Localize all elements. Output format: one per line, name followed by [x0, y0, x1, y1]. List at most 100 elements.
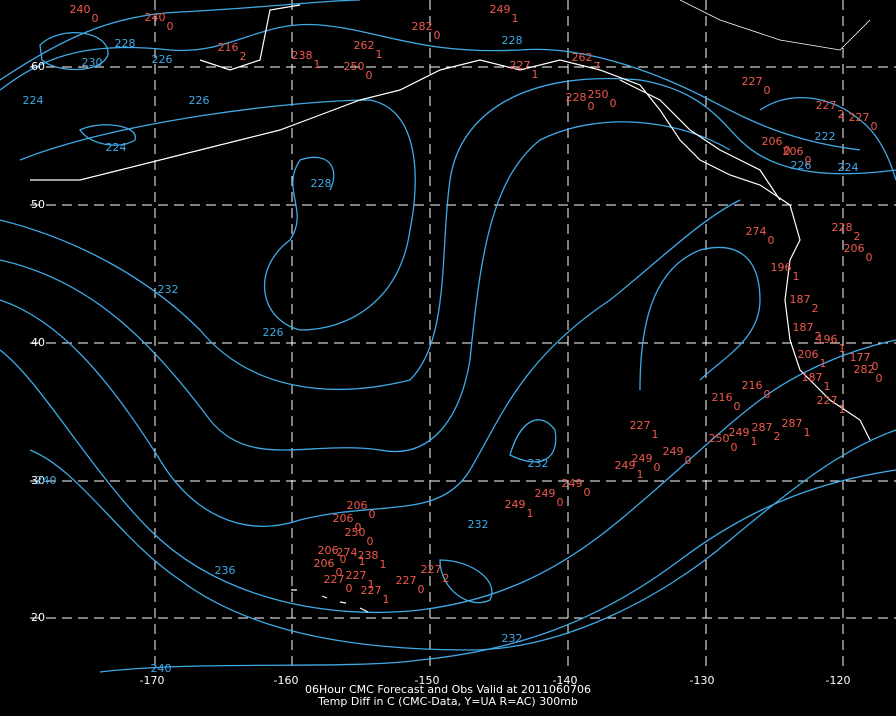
station-value: 249: [535, 487, 556, 500]
station-value: 250: [709, 432, 730, 445]
contour-label: 226: [189, 94, 210, 107]
station-diff: 2: [815, 330, 822, 343]
contour-label: 226: [791, 159, 812, 172]
station-value: 240: [70, 3, 91, 16]
station-diff: 1: [376, 48, 383, 61]
station-value: 249: [615, 459, 636, 472]
coastlines: [30, 0, 871, 613]
contour-label: 232: [158, 283, 179, 296]
caption: Temp Diff in C (CMC-Data, Y=UA R=AC) 300…: [317, 695, 578, 708]
station-diff: 1: [359, 555, 366, 568]
lon-label: -170: [140, 674, 165, 687]
station-value: 282: [412, 20, 433, 33]
station-value: 206: [314, 557, 335, 570]
station-value: 249: [632, 452, 653, 465]
station-diff: 0: [876, 372, 883, 385]
station-diff: 0: [369, 508, 376, 521]
station-value: 227: [816, 99, 837, 112]
station-value: 206: [844, 242, 865, 255]
station-value: 249: [562, 477, 583, 490]
station-diff: 0: [610, 97, 617, 110]
contour-label: 232: [502, 632, 523, 645]
caption: 06Hour CMC Forecast and Obs Valid at 201…: [305, 683, 591, 696]
station-diff: 0: [340, 553, 347, 566]
lat-label: 30: [31, 474, 45, 487]
station-diff: 0: [588, 100, 595, 113]
station-diff: 1: [532, 68, 539, 81]
contour-label: 228: [311, 177, 332, 190]
station-diff: 0: [355, 521, 362, 534]
station-value: 206: [347, 499, 368, 512]
station-diff: 0: [764, 388, 771, 401]
station-diff: 1: [383, 593, 390, 606]
station-diff: 0: [784, 144, 791, 157]
station-value: 274: [337, 546, 358, 559]
contour-label: 228: [502, 34, 523, 47]
station-diff: 0: [685, 454, 692, 467]
contour-label: 228: [115, 37, 136, 50]
station-diff: 1: [824, 380, 831, 393]
contour-label: 232: [528, 457, 549, 470]
station-value: 227: [630, 419, 651, 432]
station-value: 196: [817, 333, 838, 346]
station-diff: 0: [366, 69, 373, 82]
station-diff: 0: [734, 400, 741, 413]
lat-label: 40: [31, 336, 45, 349]
station-value: 282: [854, 363, 875, 376]
station-diff: 0: [557, 496, 564, 509]
station-diff: 7: [594, 60, 601, 73]
station-diff: 0: [764, 84, 771, 97]
station-value: 250: [345, 526, 366, 539]
station-value: 287: [782, 417, 803, 430]
station-diff: 1: [820, 357, 827, 370]
contour-label: 224: [106, 141, 127, 154]
station-value: 250: [588, 88, 609, 101]
station-value: 187: [790, 293, 811, 306]
lon-label: -120: [826, 674, 851, 687]
contour-label: 226: [152, 53, 173, 66]
station-value: 227: [510, 59, 531, 72]
station-value: 206: [762, 135, 783, 148]
contour-label: 236: [215, 564, 236, 577]
station-diff: 1: [839, 342, 846, 355]
contour-label: 222: [815, 130, 836, 143]
station-diff: 1: [793, 270, 800, 283]
station-value: 177: [850, 351, 871, 364]
lon-label: -130: [690, 674, 715, 687]
station-diff: 0: [768, 234, 775, 247]
station-diff: 0: [872, 360, 879, 373]
station-value: 206: [333, 512, 354, 525]
station-diff: 0: [805, 154, 812, 167]
contour-label: 224: [838, 161, 859, 174]
station-diff: 1: [314, 58, 321, 71]
station-diff: 0: [167, 20, 174, 33]
station-diff: 2: [854, 230, 861, 243]
station-value: 206: [783, 145, 804, 158]
station-value: 249: [505, 498, 526, 511]
station-value: 227: [421, 563, 442, 576]
station-diff: 1: [527, 507, 534, 520]
station-value: 262: [572, 51, 593, 64]
contour-label: 226: [263, 326, 284, 339]
station-value: 216: [218, 41, 239, 54]
station-value: 249: [490, 3, 511, 16]
station-diff: 0: [367, 535, 374, 548]
station-diff: 1: [512, 12, 519, 25]
station-diff: 0: [434, 29, 441, 42]
station-value: 249: [663, 445, 684, 458]
station-value: 216: [742, 379, 763, 392]
station-diff: 2: [838, 108, 845, 121]
lat-label: 60: [31, 60, 45, 73]
station-diff: 0: [654, 461, 661, 474]
station-value: 227: [324, 573, 345, 586]
station-value: 227: [346, 569, 367, 582]
contours: [0, 0, 896, 673]
station-value: 240: [145, 11, 166, 24]
station-value: 238: [292, 49, 313, 62]
station-diff: 0: [584, 486, 591, 499]
contour-label: 240: [36, 474, 57, 487]
station-value: 227: [361, 584, 382, 597]
contour-label: 240: [151, 662, 172, 675]
